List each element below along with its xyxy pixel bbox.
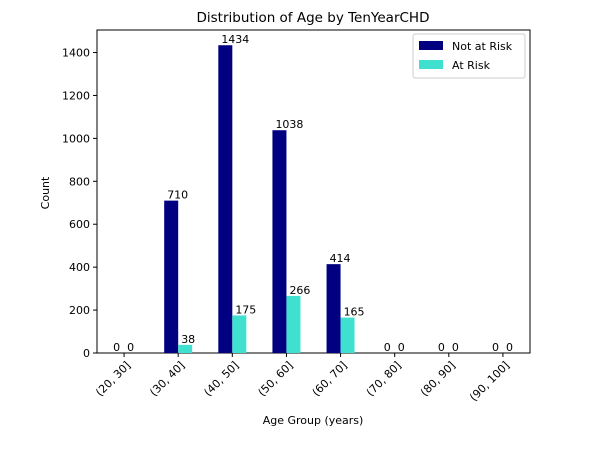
y-axis-title: Count <box>39 176 52 209</box>
legend-label-at-risk: At Risk <box>452 59 491 72</box>
y-tick-label: 600 <box>69 218 90 231</box>
data-label-not-at-risk-8: 0 <box>492 341 499 354</box>
data-label-at-risk-8: 0 <box>506 341 513 354</box>
data-label-at-risk-4: 266 <box>289 284 310 297</box>
bar-not-at-risk-5 <box>326 264 341 353</box>
data-label-not-at-risk-1: 0 <box>113 341 120 354</box>
data-label-not-at-risk-6: 0 <box>384 341 391 354</box>
plot-area <box>96 29 531 354</box>
data-label-at-risk-5: 165 <box>344 306 365 319</box>
data-label-not-at-risk-4: 1038 <box>275 118 303 131</box>
legend-label-not-at-risk: Not at Risk <box>452 40 513 53</box>
bar-not-at-risk-4 <box>272 130 287 353</box>
bar-not-at-risk-2 <box>164 200 179 353</box>
data-label-at-risk-7: 0 <box>452 341 459 354</box>
data-label-at-risk-2: 38 <box>181 333 195 346</box>
data-label-not-at-risk-5: 414 <box>330 252 351 265</box>
bar-not-at-risk-3 <box>218 45 233 353</box>
y-tick-label: 400 <box>69 261 90 274</box>
chart-title: Distribution of Age by TenYearCHD <box>197 10 430 26</box>
legend-swatch-not-at-risk <box>419 41 443 50</box>
plot-frame <box>96 29 531 354</box>
y-axis: 0 200 400 600 800 1000 1200 1400 <box>62 47 97 360</box>
data-label-not-at-risk-2: 710 <box>167 189 188 202</box>
bar-at-risk-2 <box>178 344 193 353</box>
data-label-at-risk-3: 175 <box>235 303 256 316</box>
y-tick-label: 1000 <box>62 132 90 145</box>
bar-at-risk-4 <box>286 295 301 353</box>
y-tick-label: 800 <box>69 175 90 188</box>
data-label-at-risk-6: 0 <box>398 341 405 354</box>
y-tick-label: 0 <box>83 347 90 360</box>
data-label-at-risk-1: 0 <box>127 341 134 354</box>
legend-swatch-at-risk <box>419 60 443 69</box>
y-tick-label: 1400 <box>62 47 90 60</box>
y-tick-label: 200 <box>69 304 90 317</box>
data-label-not-at-risk-3: 1434 <box>221 33 249 46</box>
x-axis-title: Age Group (years) <box>263 414 364 427</box>
data-label-not-at-risk-7: 0 <box>438 341 445 354</box>
bar-at-risk-5 <box>340 317 355 353</box>
legend: Not at Risk At Risk <box>412 33 526 79</box>
bar-at-risk-3 <box>232 315 247 353</box>
bars-group <box>164 45 355 353</box>
y-tick-label: 1200 <box>62 89 90 102</box>
